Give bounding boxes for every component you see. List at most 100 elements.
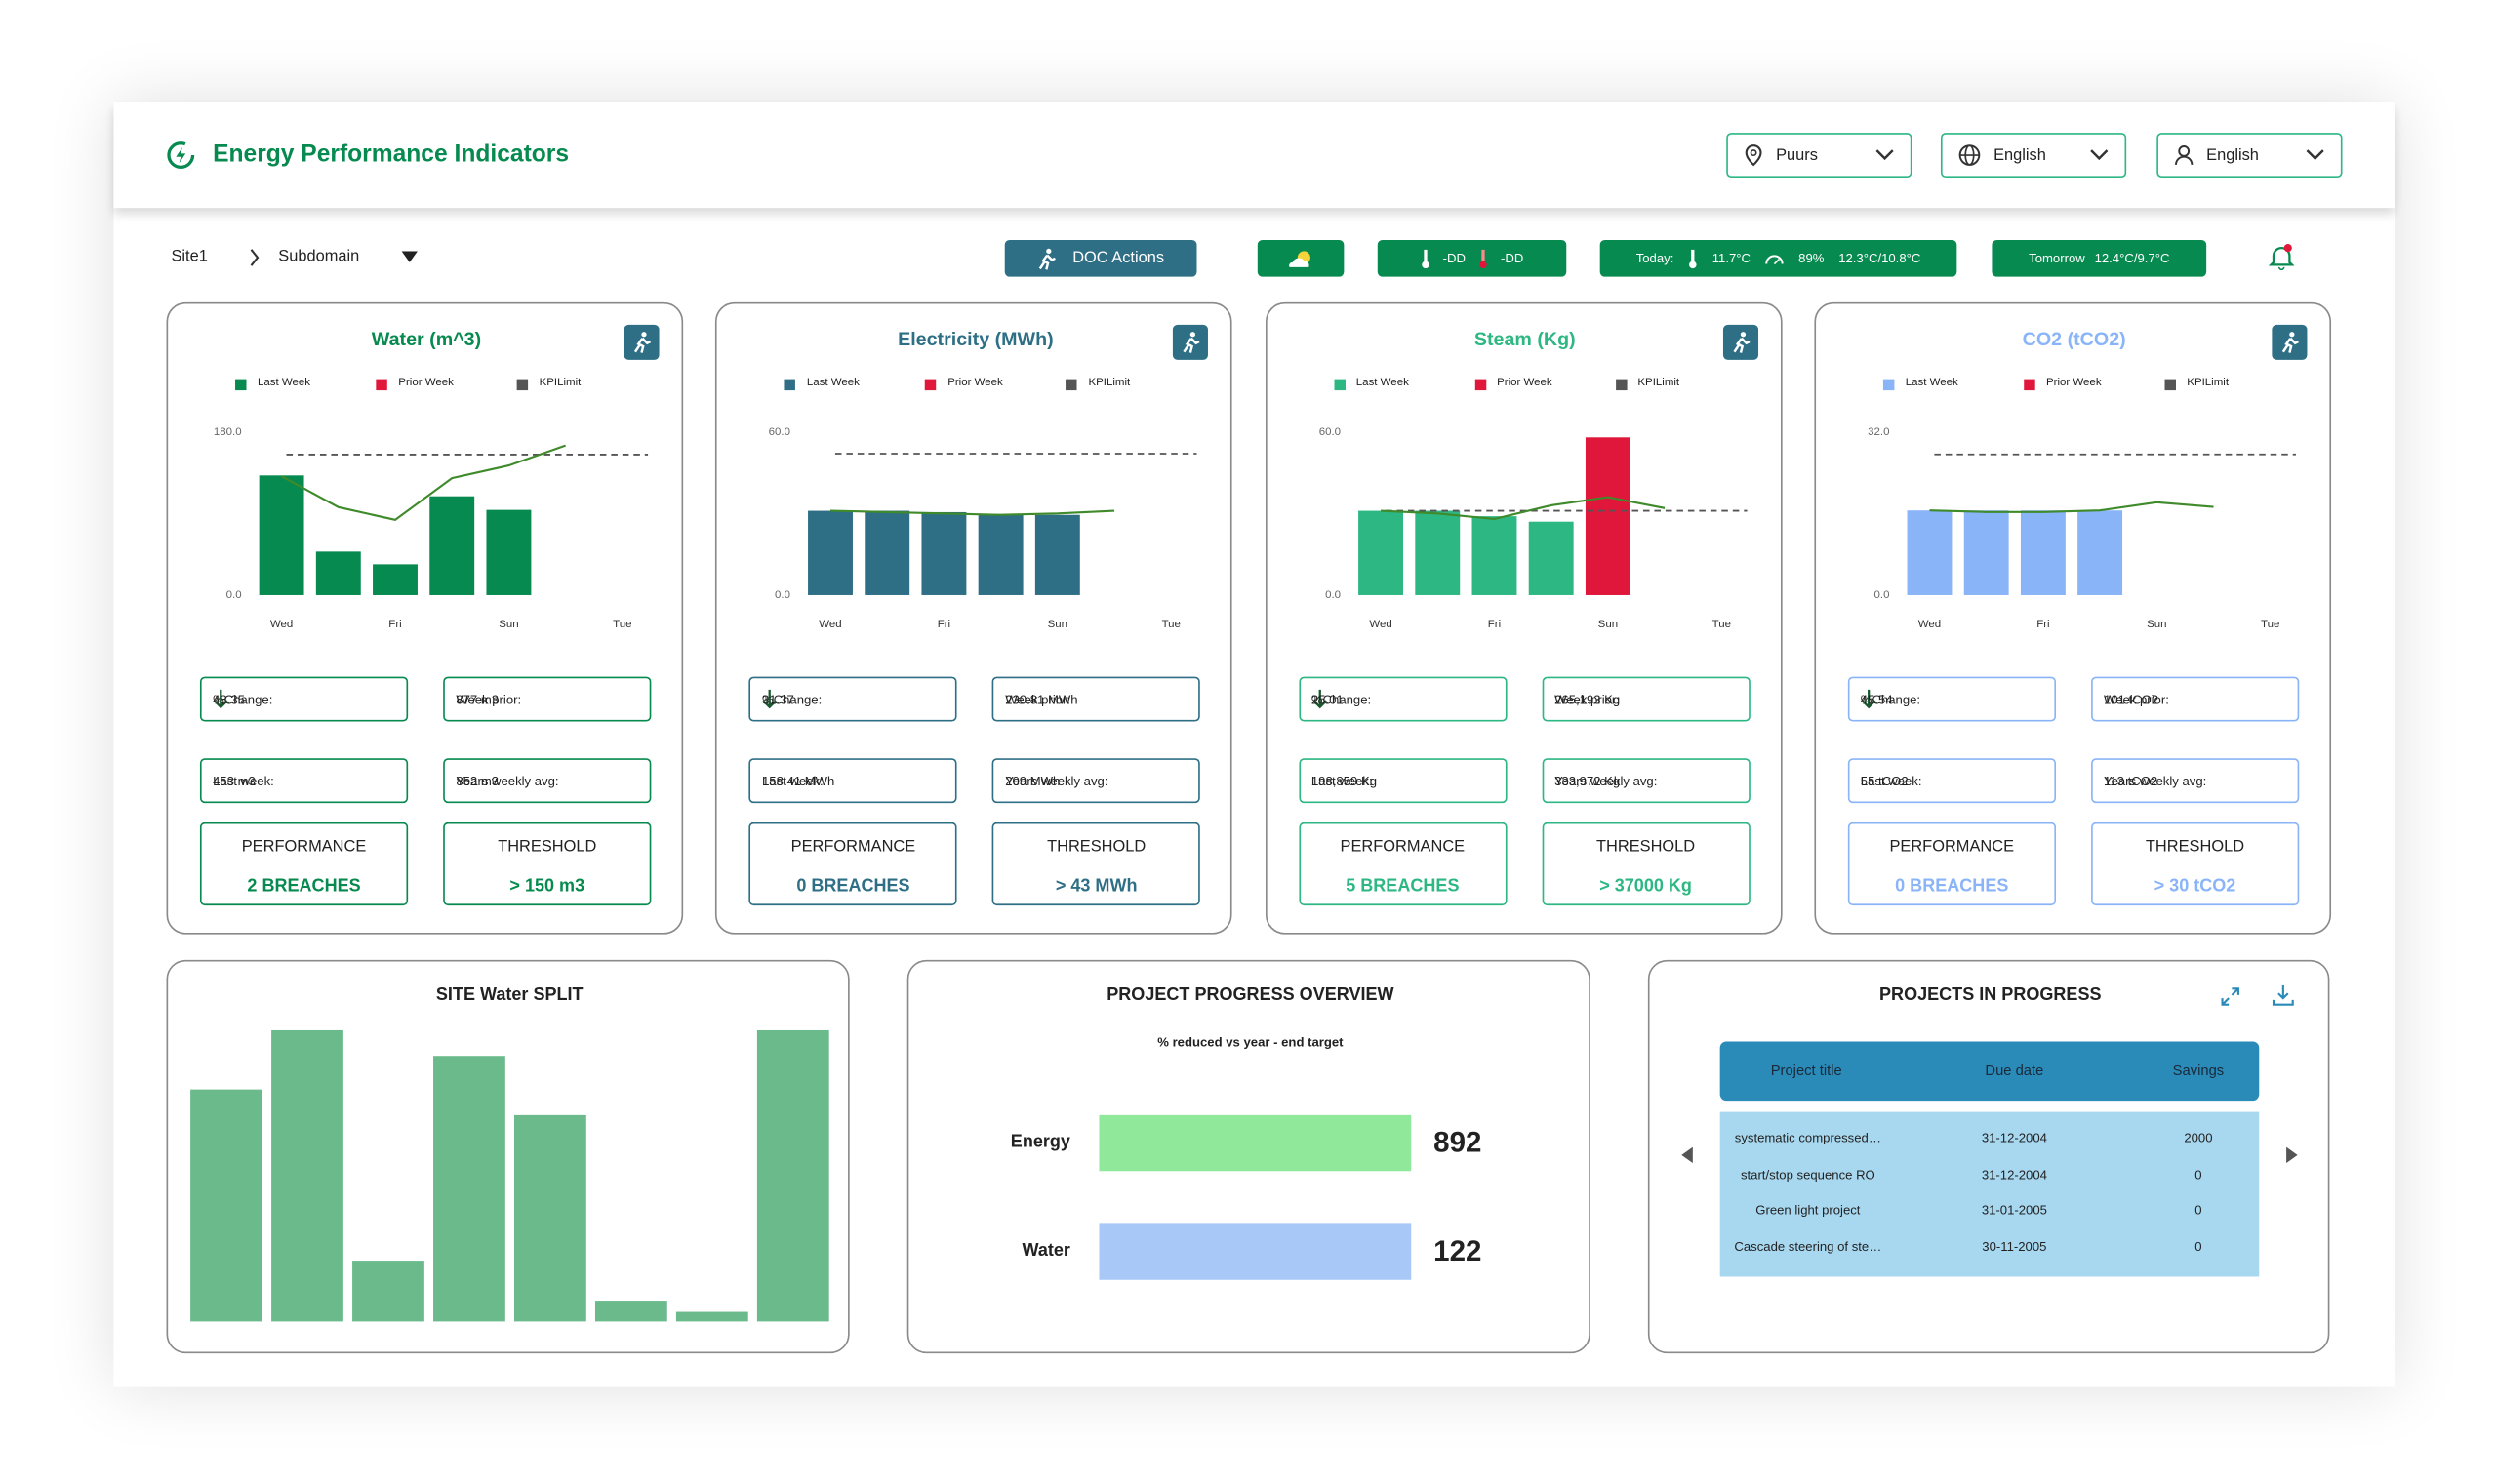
stat-label: Years weekly avg: bbox=[456, 773, 559, 788]
kpi-card: Water (m^3) Last Week Prior Week KPILimit 0.… bbox=[166, 301, 684, 935]
weather-icon bbox=[1289, 250, 1310, 267]
weather-button[interactable] bbox=[1257, 239, 1345, 277]
language-select[interactable]: English bbox=[1940, 133, 2127, 179]
breadcrumb-chevron bbox=[250, 249, 260, 266]
dropdown-caret[interactable] bbox=[401, 251, 418, 263]
performance-box: PERFORMANCE 5 BREACHES bbox=[1298, 822, 1507, 906]
card-title: Water (m^3) bbox=[371, 328, 482, 351]
card-action-button[interactable] bbox=[624, 324, 660, 360]
button-text: DOC Actions bbox=[1072, 249, 1165, 267]
bar bbox=[865, 510, 910, 595]
bar bbox=[979, 514, 1025, 595]
doc-actions-button[interactable]: DOC Actions bbox=[1004, 239, 1197, 277]
stat-box: Years weekly avg: 209 MWh bbox=[992, 758, 1201, 804]
icon-part bbox=[762, 689, 778, 709]
table-cell: 2000 bbox=[2184, 1131, 2213, 1146]
performance-label: PERFORMANCE bbox=[1889, 838, 2015, 857]
card-action-button[interactable] bbox=[1173, 324, 1209, 360]
icon-part bbox=[1861, 689, 1876, 709]
stat-label: Week prior: bbox=[1005, 692, 1071, 706]
table-cell: Green light project bbox=[1755, 1203, 1861, 1219]
bar bbox=[594, 1301, 667, 1322]
expand-icon[interactable] bbox=[2219, 985, 2241, 1008]
legend-swatch bbox=[376, 379, 387, 391]
column-header: Savings bbox=[2172, 1062, 2225, 1079]
y-tick-label: 60.0 bbox=[769, 426, 790, 438]
icon-part bbox=[1183, 337, 1200, 353]
thermo-icon bbox=[1421, 248, 1429, 268]
run-icon bbox=[1732, 332, 1750, 353]
table-cell: start/stop sequence RO bbox=[1740, 1167, 1875, 1183]
stat-box: Last week: 198,859 Kg bbox=[1298, 758, 1507, 804]
legend-label: Prior Week bbox=[947, 377, 1003, 389]
card-title: CO2 (tCO2) bbox=[2022, 328, 2126, 351]
icon-part bbox=[633, 337, 652, 353]
thermo-icon bbox=[1689, 248, 1697, 268]
temperature-box: -DD -DD bbox=[1377, 239, 1567, 277]
today-label: Today: bbox=[1635, 251, 1674, 266]
icon-part bbox=[2281, 337, 2299, 353]
bar bbox=[373, 564, 418, 595]
stat-value-text: 453 m3 bbox=[213, 773, 256, 788]
bar bbox=[271, 1029, 343, 1322]
x-tick-label: Tue bbox=[1162, 619, 1181, 630]
breadcrumb-site[interactable]: Site1 bbox=[171, 248, 208, 266]
bar bbox=[1585, 437, 1630, 595]
legend-label: KPILimit bbox=[539, 377, 582, 389]
x-tick-label: Wed bbox=[820, 619, 842, 630]
table-cell: 0 bbox=[2194, 1239, 2202, 1255]
projects-panel: PROJECTS IN PROGRESS Project title Due da… bbox=[1647, 959, 2330, 1354]
stat-value-text: 333,972 Kg bbox=[1554, 773, 1621, 788]
threshold-label: THRESHOLD bbox=[1596, 838, 1696, 857]
progress-bar bbox=[1099, 1223, 1412, 1280]
card-action-button[interactable] bbox=[2272, 324, 2308, 360]
card-action-button[interactable] bbox=[1722, 324, 1758, 360]
next-arrow[interactable] bbox=[2284, 1146, 2298, 1164]
stat-label: Last week: bbox=[761, 773, 824, 788]
icon-part bbox=[1732, 337, 1750, 353]
stat-box: Last week: 453 m3 bbox=[199, 758, 409, 804]
icon-part bbox=[641, 332, 647, 338]
tomorrow-range: 12.4°C/9.7°C bbox=[2094, 251, 2170, 266]
threshold-label: THRESHOLD bbox=[2145, 838, 2245, 857]
legend-label: Last Week bbox=[806, 377, 860, 389]
stat-label: %Change: bbox=[761, 692, 823, 706]
performance-box: PERFORMANCE 0 BREACHES bbox=[1847, 822, 2056, 906]
legend-swatch bbox=[235, 379, 247, 391]
stat-label: Last week: bbox=[1860, 773, 1922, 788]
download-icon[interactable] bbox=[2272, 983, 2294, 1006]
tomorrow-box: Tomorrow 12.4°C/9.7°C bbox=[1992, 239, 2207, 277]
performance-value: 2 BREACHES bbox=[247, 876, 361, 897]
run-icon bbox=[1039, 247, 1057, 269]
chevron bbox=[2090, 149, 2109, 161]
bar bbox=[259, 475, 304, 595]
stat-value-text: 45.54 bbox=[1860, 692, 1893, 706]
stat-label: Last week: bbox=[1310, 773, 1373, 788]
stat-box: Week prior: 877 m3 bbox=[443, 676, 652, 722]
legend-swatch bbox=[925, 379, 937, 391]
stat-value-text: 877 m3 bbox=[456, 692, 500, 706]
down-arrow bbox=[213, 689, 228, 709]
user-select[interactable]: English bbox=[2156, 133, 2343, 179]
stat-label: %Change: bbox=[1310, 692, 1372, 706]
icon-part bbox=[2289, 332, 2295, 338]
stat-box: %Change: 25.01 bbox=[1298, 676, 1507, 722]
prev-arrow[interactable] bbox=[1681, 1146, 1694, 1164]
site-select[interactable]: Puurs bbox=[1726, 133, 1912, 179]
threshold-label: THRESHOLD bbox=[498, 838, 597, 857]
progress-value: 892 bbox=[1433, 1126, 1482, 1159]
stat-box: %Change: 31.37 bbox=[748, 676, 958, 722]
chevron bbox=[1875, 149, 1894, 161]
stat-label: Last week: bbox=[213, 773, 274, 788]
legend-label: Prior Week bbox=[2045, 377, 2102, 389]
threshold-value: > 37000 Kg bbox=[1599, 876, 1692, 897]
kpi-chart: 0.0 180.0 Wed Fri Sun Tue bbox=[214, 426, 649, 630]
stat-value: 45.54 bbox=[1861, 689, 1893, 709]
bell-icon[interactable] bbox=[2269, 243, 2295, 271]
bar bbox=[1907, 510, 1953, 595]
globe-icon bbox=[1958, 144, 1981, 166]
legend-swatch bbox=[1615, 379, 1627, 391]
breadcrumb-subdomain[interactable]: Subdomain bbox=[278, 248, 360, 266]
x-tick-label: Wed bbox=[270, 619, 293, 630]
